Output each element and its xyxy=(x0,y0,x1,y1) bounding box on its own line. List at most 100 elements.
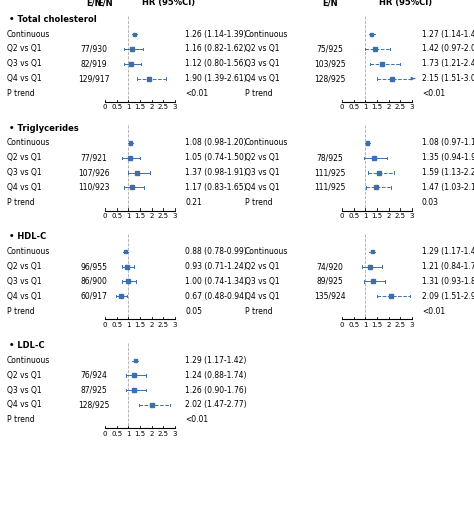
Text: 1.90 (1.39-2.61): 1.90 (1.39-2.61) xyxy=(185,74,246,83)
Text: Continuous: Continuous xyxy=(245,247,288,256)
Text: 1.26 (1.14-1.39): 1.26 (1.14-1.39) xyxy=(185,30,246,39)
FancyBboxPatch shape xyxy=(129,142,132,145)
Text: Q2 vs Q1: Q2 vs Q1 xyxy=(245,262,279,271)
Text: Q4 vs Q1: Q4 vs Q1 xyxy=(245,183,279,192)
Text: 1.17 (0.83-1.65): 1.17 (0.83-1.65) xyxy=(185,183,246,192)
Text: 1: 1 xyxy=(363,322,367,328)
Text: <0.01: <0.01 xyxy=(185,416,208,425)
Text: 128/925: 128/925 xyxy=(314,74,346,83)
Text: Continuous: Continuous xyxy=(7,356,50,365)
Text: <0.01: <0.01 xyxy=(422,89,445,98)
Text: Q2 vs Q1: Q2 vs Q1 xyxy=(7,371,41,380)
Text: 0: 0 xyxy=(340,322,344,328)
Text: 77/930: 77/930 xyxy=(81,44,108,53)
Text: 0.21: 0.21 xyxy=(185,197,202,206)
Text: 0.5: 0.5 xyxy=(348,105,359,110)
Text: 0: 0 xyxy=(340,213,344,219)
Text: 77/921: 77/921 xyxy=(81,153,108,162)
Text: 1.26 (0.90-1.76): 1.26 (0.90-1.76) xyxy=(185,385,247,395)
Text: 1.37 (0.98-1.91): 1.37 (0.98-1.91) xyxy=(185,168,246,177)
Text: 2.5: 2.5 xyxy=(158,213,169,219)
Text: Q2 vs Q1: Q2 vs Q1 xyxy=(7,153,41,162)
FancyBboxPatch shape xyxy=(133,33,136,36)
Text: Continuous: Continuous xyxy=(245,138,288,147)
Text: 1.5: 1.5 xyxy=(135,431,146,437)
Text: 1.05 (0.74-1.50): 1.05 (0.74-1.50) xyxy=(185,153,247,162)
Text: 3: 3 xyxy=(410,322,414,328)
Text: Q2 vs Q1: Q2 vs Q1 xyxy=(245,153,279,162)
Text: 111/925: 111/925 xyxy=(314,183,346,192)
Text: Q4 vs Q1: Q4 vs Q1 xyxy=(7,183,41,192)
Text: 1.42 (0.97-2.07): 1.42 (0.97-2.07) xyxy=(422,44,474,53)
Text: 2.02 (1.47-2.77): 2.02 (1.47-2.77) xyxy=(185,401,246,410)
Text: Q3 vs Q1: Q3 vs Q1 xyxy=(245,168,279,177)
Text: 1.12 (0.80-1.56): 1.12 (0.80-1.56) xyxy=(185,59,246,68)
Text: 2.5: 2.5 xyxy=(158,322,169,328)
Text: 1.21 (0.84-1.73): 1.21 (0.84-1.73) xyxy=(422,262,474,271)
Text: 0.5: 0.5 xyxy=(111,105,122,110)
Text: E/N: E/N xyxy=(86,0,102,7)
Text: 111/925: 111/925 xyxy=(314,168,346,177)
Text: 1: 1 xyxy=(126,213,130,219)
Text: 0.67 (0.48-0.94): 0.67 (0.48-0.94) xyxy=(185,291,247,301)
Text: Q3 vs Q1: Q3 vs Q1 xyxy=(7,59,41,68)
Text: 2.09 (1.51-2.90): 2.09 (1.51-2.90) xyxy=(422,291,474,301)
Text: 2: 2 xyxy=(149,213,154,219)
Text: Q3 vs Q1: Q3 vs Q1 xyxy=(7,385,41,395)
Text: 3: 3 xyxy=(173,322,177,328)
FancyBboxPatch shape xyxy=(370,33,373,36)
Text: HR (95%CI): HR (95%CI) xyxy=(142,0,195,7)
Text: 0.5: 0.5 xyxy=(348,213,359,219)
Text: 87/925: 87/925 xyxy=(81,385,108,395)
Text: • HDL-C: • HDL-C xyxy=(9,232,47,241)
Text: 2: 2 xyxy=(149,431,154,437)
Text: 3: 3 xyxy=(173,213,177,219)
Text: 2.5: 2.5 xyxy=(395,213,406,219)
Text: Q4 vs Q1: Q4 vs Q1 xyxy=(7,401,41,410)
Text: E/N: E/N xyxy=(97,0,113,7)
FancyBboxPatch shape xyxy=(371,250,374,253)
Text: E/N: E/N xyxy=(322,0,338,7)
Text: 0.5: 0.5 xyxy=(111,213,122,219)
Text: Q3 vs Q1: Q3 vs Q1 xyxy=(7,277,41,286)
Text: P trend: P trend xyxy=(245,89,273,98)
Text: 1.5: 1.5 xyxy=(372,213,383,219)
Text: 1.5: 1.5 xyxy=(372,322,383,328)
Text: 1: 1 xyxy=(363,213,367,219)
Text: 1.24 (0.88-1.74): 1.24 (0.88-1.74) xyxy=(185,371,246,380)
Text: • Triglycerides: • Triglycerides xyxy=(9,124,79,133)
Text: 78/925: 78/925 xyxy=(317,153,343,162)
Text: P trend: P trend xyxy=(7,197,34,206)
Text: 0: 0 xyxy=(103,105,107,110)
Text: 74/920: 74/920 xyxy=(317,262,344,271)
Text: 3: 3 xyxy=(410,105,414,110)
Text: 1.00 (0.74-1.34): 1.00 (0.74-1.34) xyxy=(185,277,247,286)
Text: Q3 vs Q1: Q3 vs Q1 xyxy=(245,277,279,286)
Text: 1.08 (0.97-1.19): 1.08 (0.97-1.19) xyxy=(422,138,474,147)
Text: 1: 1 xyxy=(126,431,130,437)
Text: 1.35 (0.94-1.93): 1.35 (0.94-1.93) xyxy=(422,153,474,162)
Text: 82/919: 82/919 xyxy=(81,59,107,68)
Text: 1.73 (1.21-2.49): 1.73 (1.21-2.49) xyxy=(422,59,474,68)
Text: Continuous: Continuous xyxy=(7,30,50,39)
Text: 1: 1 xyxy=(363,105,367,110)
Text: 107/926: 107/926 xyxy=(78,168,110,177)
Text: 2.5: 2.5 xyxy=(395,322,406,328)
Text: Q2 vs Q1: Q2 vs Q1 xyxy=(7,44,41,53)
Text: 103/925: 103/925 xyxy=(314,59,346,68)
Text: 110/923: 110/923 xyxy=(78,183,110,192)
Text: • Total cholesterol: • Total cholesterol xyxy=(9,15,97,24)
Text: Continuous: Continuous xyxy=(245,30,288,39)
Text: 0.5: 0.5 xyxy=(348,322,359,328)
Text: Q4 vs Q1: Q4 vs Q1 xyxy=(7,291,41,301)
Text: 1.5: 1.5 xyxy=(372,105,383,110)
Text: 2.5: 2.5 xyxy=(158,431,169,437)
Text: P trend: P trend xyxy=(7,416,34,425)
Text: 1.29 (1.17-1.42): 1.29 (1.17-1.42) xyxy=(422,247,474,256)
Text: HR (95%CI): HR (95%CI) xyxy=(379,0,432,7)
Text: 0: 0 xyxy=(103,431,107,437)
Text: Q2 vs Q1: Q2 vs Q1 xyxy=(245,44,279,53)
Text: 1.08 (0.98-1.20): 1.08 (0.98-1.20) xyxy=(185,138,246,147)
Text: 2.5: 2.5 xyxy=(158,105,169,110)
Text: 0.88 (0.78-0.99): 0.88 (0.78-0.99) xyxy=(185,247,247,256)
